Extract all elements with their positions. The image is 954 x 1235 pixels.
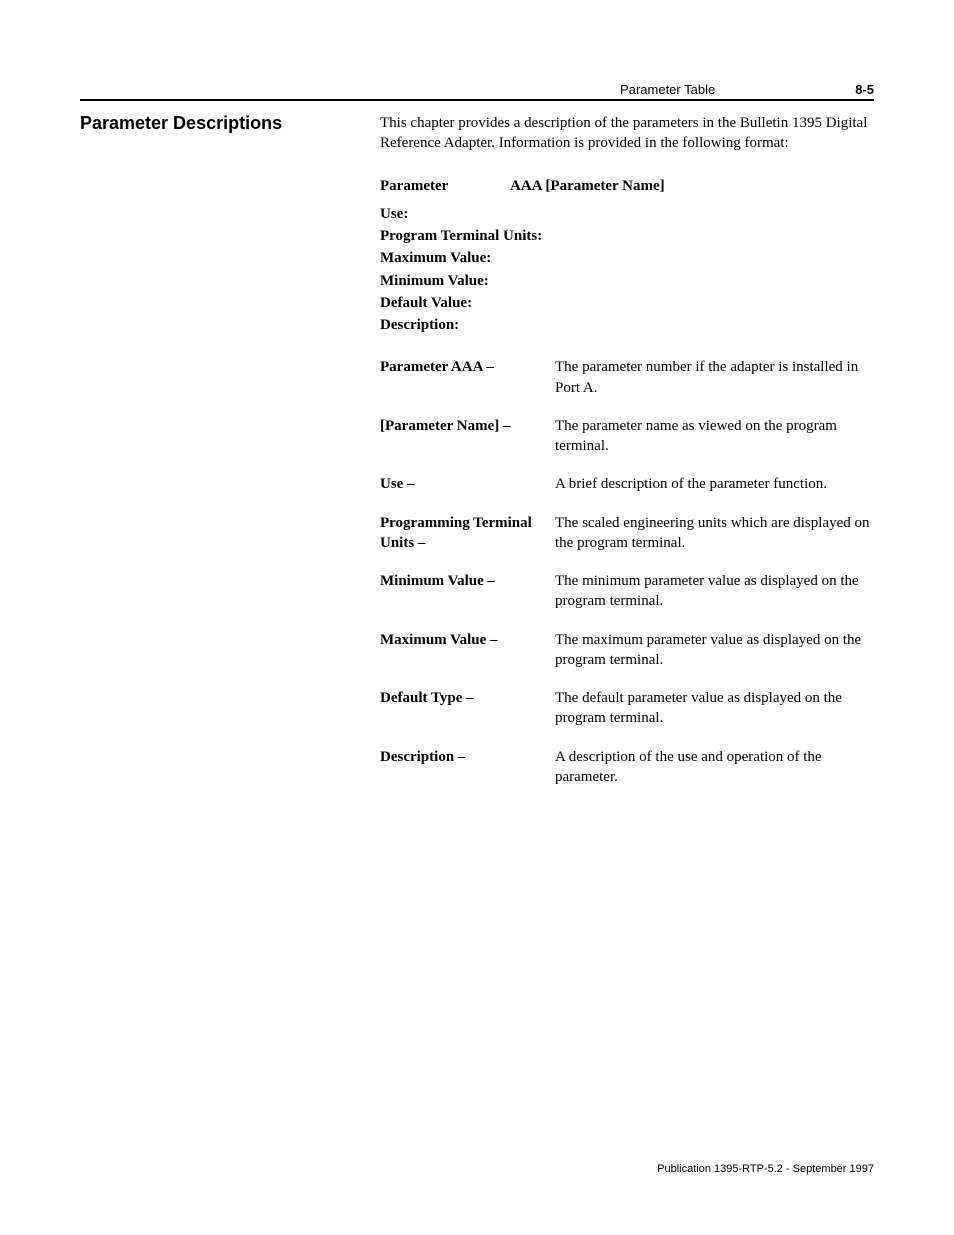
definition-term: Description –	[380, 747, 555, 767]
definition-desc: The default parameter value as displayed…	[555, 688, 874, 729]
left-column: Parameter Descriptions	[80, 113, 380, 134]
definition-term: Maximum Value –	[380, 630, 555, 650]
definition-row: Minimum Value – The minimum parameter va…	[380, 571, 874, 612]
running-header: Parameter Table 8-5	[80, 82, 874, 101]
definition-term: Parameter AAA –	[380, 357, 555, 377]
section-title: Parameter Descriptions	[80, 113, 380, 134]
definition-desc: The parameter name as viewed on the prog…	[555, 416, 874, 457]
definition-desc: The maximum parameter value as displayed…	[555, 630, 874, 671]
definitions-list: Parameter AAA – The parameter number if …	[380, 357, 874, 787]
format-field: Default Value:	[380, 293, 874, 313]
definition-desc: A description of the use and operation o…	[555, 747, 874, 788]
publication-footer: Publication 1395-RTP-5.2 - September 199…	[657, 1163, 874, 1175]
format-header-row: Parameter AAA [Parameter Name]	[380, 176, 874, 196]
definition-desc: The minimum parameter value as displayed…	[555, 571, 874, 612]
format-field: Use:	[380, 204, 874, 224]
definition-row: [Parameter Name] – The parameter name as…	[380, 416, 874, 457]
definition-term: [Parameter Name] –	[380, 416, 555, 436]
definition-term: Use –	[380, 474, 555, 494]
definition-desc: The scaled engineering units which are d…	[555, 513, 874, 554]
definition-desc: The parameter number if the adapter is i…	[555, 357, 874, 398]
definition-desc: A brief description of the parameter fun…	[555, 474, 874, 494]
definition-row: Use – A brief description of the paramet…	[380, 474, 874, 494]
content-columns: Parameter Descriptions This chapter prov…	[80, 113, 874, 805]
definition-row: Default Type – The default parameter val…	[380, 688, 874, 729]
definition-term: Default Type –	[380, 688, 555, 708]
definition-row: Programming Terminal Units – The scaled …	[380, 513, 874, 554]
format-field: Program Terminal Units:	[380, 226, 874, 246]
right-column: This chapter provides a description of t…	[380, 113, 874, 805]
definition-term: Programming Terminal Units –	[380, 513, 555, 554]
format-header-value: AAA [Parameter Name]	[510, 176, 665, 196]
page-number: 8-5	[855, 82, 874, 97]
definition-row: Parameter AAA – The parameter number if …	[380, 357, 874, 398]
format-field: Maximum Value:	[380, 248, 874, 268]
format-header-label: Parameter	[380, 176, 510, 196]
intro-paragraph: This chapter provides a description of t…	[380, 113, 874, 154]
format-field: Description:	[380, 315, 874, 335]
definition-term: Minimum Value –	[380, 571, 555, 591]
format-field-list: Use: Program Terminal Units: Maximum Val…	[380, 204, 874, 336]
running-title: Parameter Table	[620, 82, 715, 97]
definition-row: Maximum Value – The maximum parameter va…	[380, 630, 874, 671]
definition-row: Description – A description of the use a…	[380, 747, 874, 788]
format-field: Minimum Value:	[380, 271, 874, 291]
